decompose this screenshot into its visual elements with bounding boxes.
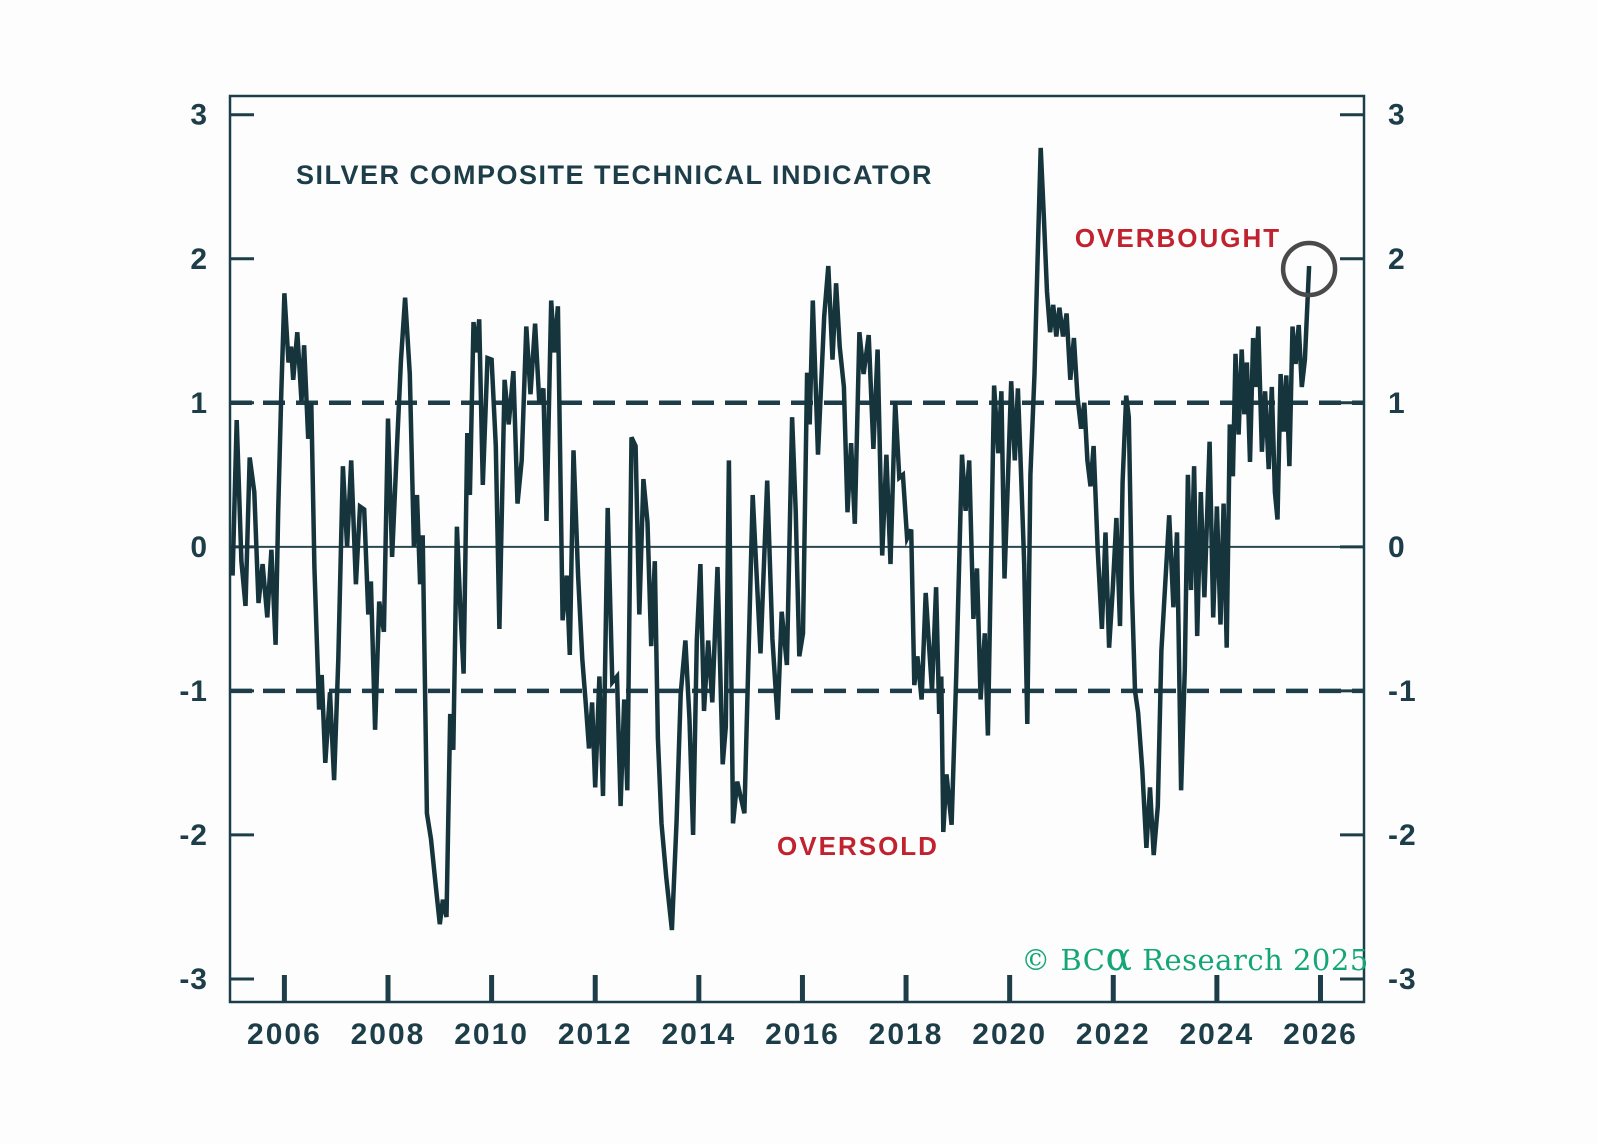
y-axis-label-left: 0 [190, 531, 208, 564]
overbought-label: OVERBOUGHT [1074, 223, 1282, 253]
chart-title: SILVER COMPOSITE TECHNICAL INDICATOR [296, 160, 934, 190]
y-axis-label-left: -2 [179, 819, 208, 852]
plot-frame [228, 94, 1366, 1004]
x-axis-year-label: 2016 [765, 1018, 840, 1051]
x-axis-year-label: 2014 [661, 1018, 736, 1051]
x-axis-year-label: 2020 [972, 1018, 1047, 1051]
x-axis-year-label: 2008 [351, 1018, 426, 1051]
y-axis-label-right: 3 [1388, 99, 1406, 132]
alpha-glyph: α [1105, 935, 1133, 980]
x-axis-year-label: 2024 [1180, 1018, 1255, 1051]
x-axis-year-label: 2018 [869, 1018, 944, 1051]
copyright-note: © BCα Research 2025 [1021, 938, 1369, 977]
copyright-prefix: © BC [1021, 943, 1106, 977]
x-axis-year-label: 2010 [454, 1018, 529, 1051]
oversold-label: OVERSOLD [777, 831, 939, 861]
y-axis-label-left: -3 [179, 963, 208, 996]
y-axis-label-right: -2 [1388, 819, 1417, 852]
y-axis-label-right: 1 [1388, 387, 1406, 420]
latest-value-highlight-circle [1280, 240, 1338, 298]
y-axis-label-left: 2 [190, 243, 208, 276]
y-axis-label-right: -3 [1388, 963, 1417, 996]
y-axis-label-left: 1 [190, 387, 208, 420]
y-axis-label-left: 3 [190, 99, 208, 132]
x-axis-year-label: 2026 [1283, 1018, 1358, 1051]
x-axis-year-label: 2006 [247, 1018, 322, 1051]
y-axis-label-left: -1 [179, 675, 208, 708]
x-axis-year-label: 2022 [1076, 1018, 1151, 1051]
copyright-suffix: Research 2025 [1132, 943, 1369, 977]
y-axis-label-right: 2 [1388, 243, 1406, 276]
indicator-series-line [230, 147, 1312, 931]
x-axis-year-label: 2012 [558, 1018, 633, 1051]
y-axis-label-right: -1 [1388, 675, 1417, 708]
y-axis-label-right: 0 [1388, 531, 1406, 564]
